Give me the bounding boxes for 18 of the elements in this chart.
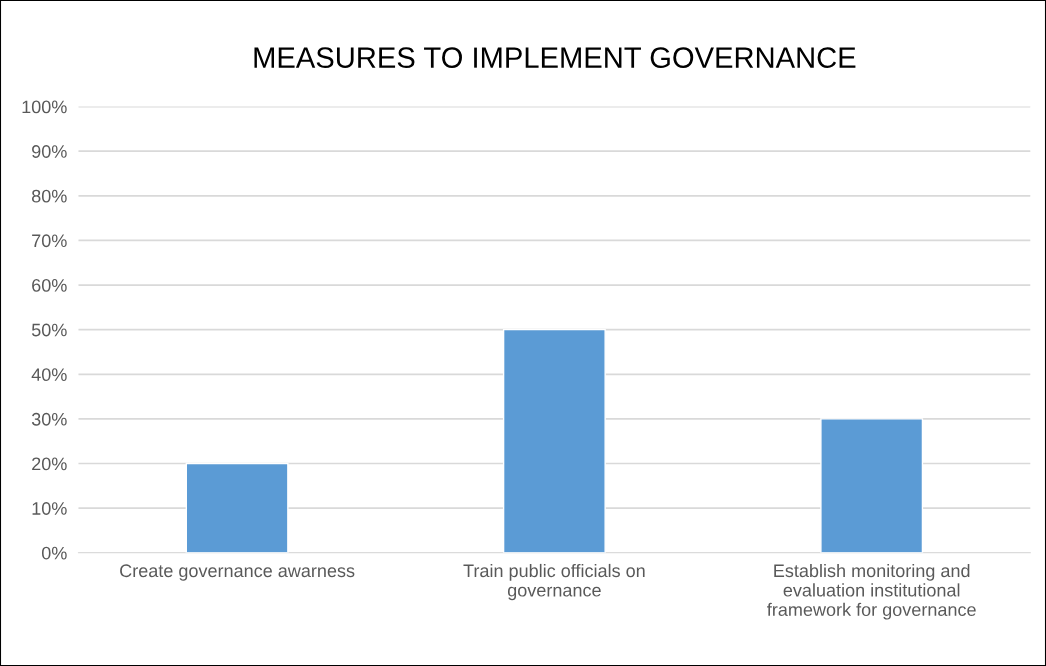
x-tick-label: Create governance awarness: [120, 564, 355, 581]
y-tick-label: 80%: [31, 189, 67, 203]
y-tick-label: 0%: [41, 546, 67, 560]
y-tick-label: 10%: [32, 502, 67, 515]
x-tick-label: Train public officials on governance: [463, 563, 645, 601]
y-tick-label: 90%: [32, 145, 67, 158]
y-tick-label: 40%: [31, 368, 67, 382]
bar: [502, 328, 606, 553]
y-tick-label: 100%: [22, 100, 67, 114]
y-tick-label: 60%: [32, 278, 67, 292]
y-tick-label: 50%: [31, 323, 67, 337]
y-tick-label: 70%: [32, 234, 67, 248]
bar: [185, 462, 289, 553]
bar: [820, 418, 924, 553]
x-tick-label: Establish monitoring and evaluation institutional framework for governance: [767, 563, 976, 620]
chart-title: MEASURES TO IMPLEMENT GOVERNANCE: [254, 47, 856, 68]
y-tick-label: 30%: [31, 412, 67, 426]
y-tick-label: 20%: [32, 457, 67, 471]
